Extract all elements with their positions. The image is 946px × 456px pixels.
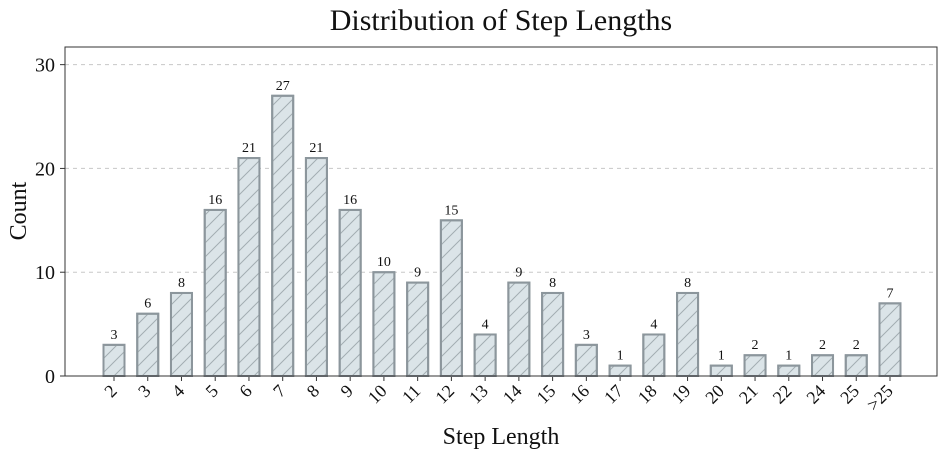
x-tick-label: 4 [168,381,189,402]
x-tick-label: 16 [566,381,593,408]
y-tick-label: 30 [35,55,55,77]
data-label: 4 [482,317,489,332]
bar-hatch [439,219,463,377]
data-label: 2 [853,338,860,353]
plot-frame [64,46,938,377]
data-label: 6 [144,297,151,312]
data-label: 15 [444,203,458,218]
data-label: 9 [414,266,421,281]
x-tick-label: 8 [303,381,324,402]
bar-hatch [844,354,868,377]
bar-hatch [169,291,193,378]
x-tick-label: 3 [134,381,155,402]
x-tick-label: 21 [735,381,762,408]
bar-hatch [507,281,531,377]
bar-hatch [676,291,700,378]
data-label: 1 [617,349,624,364]
x-tick-label: 25 [836,381,863,408]
bar-hatch [271,94,295,378]
x-tick-label: 2 [100,381,121,402]
x-tick-label: 7 [269,381,290,402]
bar-hatch [574,343,598,377]
x-tick-label: 10 [364,381,391,408]
x-tick-label: >25 [863,381,897,415]
bar-hatch [203,208,227,377]
x-tick-label: 19 [668,381,695,408]
x-tick-label: 6 [235,381,256,402]
data-label: 16 [208,193,222,208]
bar-hatch [777,364,801,378]
x-tick-label: 15 [533,381,560,408]
data-label: 7 [887,286,894,301]
x-tick-label: 5 [202,381,223,402]
data-label: 10 [377,255,391,270]
x-tick-label: 13 [465,381,492,408]
data-label: 21 [309,141,323,156]
x-tick-label: 18 [634,381,661,408]
data-label: 8 [178,276,185,291]
bar-hatch [102,343,126,377]
x-tick-label: 11 [398,381,424,407]
data-label: 2 [819,338,826,353]
bar-hatch [878,302,902,377]
x-tick-label: 22 [769,381,796,408]
bar-hatch [608,364,632,378]
y-tick-label: 0 [45,366,55,388]
bar-hatch [338,208,362,377]
data-label: 16 [343,193,357,208]
bar-hatch [406,281,430,377]
x-tick-label: 12 [431,381,458,408]
data-label: 27 [276,79,290,94]
data-label: 9 [515,266,522,281]
data-label: 8 [684,276,691,291]
bar-hatch [304,157,328,377]
x-tick-label: 20 [701,381,728,408]
data-label: 3 [583,328,590,343]
bar-hatch [709,364,733,378]
data-label: 21 [242,141,256,156]
bar-hatch [136,312,160,377]
x-tick-label: 17 [600,381,627,408]
data-label: 3 [111,328,118,343]
bar-hatch [541,291,565,378]
chart-title: Distribution of Step Lengths [330,4,672,37]
data-label: 1 [718,349,725,364]
data-label: 1 [785,349,792,364]
x-axis-label: Step Length [443,424,560,450]
bar-hatch [473,333,497,378]
y-tick-label: 10 [35,262,55,284]
data-label: 2 [752,338,759,353]
bar-hatch [743,354,767,377]
data-label: 8 [549,276,556,291]
y-tick-label: 20 [35,158,55,180]
x-tick-label: 9 [336,381,357,402]
x-tick-label: 24 [802,381,829,408]
data-label: 4 [650,317,657,332]
bar-hatch [811,354,835,377]
bar-hatch [372,271,396,377]
bar-hatch [642,333,666,378]
bar-hatch [237,157,261,377]
x-tick-label: 14 [499,381,526,408]
y-axis-label: Count [6,181,32,240]
